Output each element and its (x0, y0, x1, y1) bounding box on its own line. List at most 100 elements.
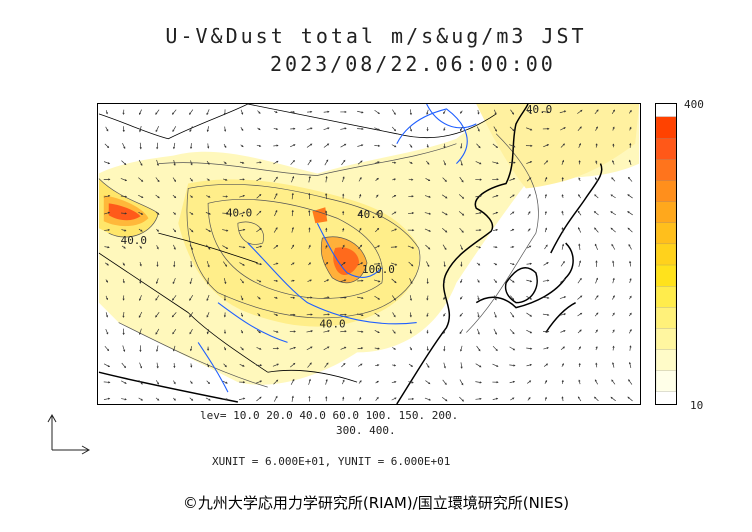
wind-arrow-head (377, 128, 381, 131)
wind-arrow (156, 159, 159, 166)
wind-arrow (475, 195, 482, 198)
wind-arrow-head (207, 162, 210, 165)
wind-arrow-head (595, 329, 598, 332)
wind-arrow (441, 194, 448, 199)
wind-arrow-head (206, 129, 209, 133)
wind-arrow-head (628, 379, 631, 382)
wind-arrow (239, 211, 245, 215)
wind-arrow (442, 177, 447, 182)
wind-arrow (340, 143, 346, 148)
map-title: U-V&Dust total m/s&ug/m3 JST (165, 24, 587, 48)
wind-arrow-head (275, 227, 278, 230)
wind-arrow-head (275, 244, 279, 248)
dust-field (98, 104, 640, 385)
wind-arrow-head (629, 109, 632, 113)
wind-arrow-head (122, 298, 125, 301)
wind-arrow (610, 211, 617, 216)
wind-arrow-head (326, 262, 329, 265)
wind-arrow-head (344, 143, 347, 146)
wind-arrow-head (393, 178, 396, 181)
wind-arrow-head (561, 177, 564, 180)
wind-arrow-head (411, 212, 415, 215)
wind-arrow-head (494, 315, 497, 318)
wind-arrow-head (394, 228, 397, 231)
wind-arrow (207, 126, 209, 132)
wind-arrow-head (361, 144, 364, 147)
wind-arrow-head (545, 363, 549, 366)
wind-arrow (189, 109, 194, 115)
wind-arrow-head (580, 109, 583, 112)
wind-arrow (324, 159, 329, 166)
wind-arrow (373, 279, 380, 283)
wind-arrow-head (596, 295, 599, 298)
wind-arrow-head (292, 279, 295, 282)
wind-arrow-head (529, 245, 532, 248)
wind-arrow-head (242, 178, 245, 181)
wind-arrow-head (443, 111, 446, 115)
wind-arrow-head (561, 396, 564, 399)
wind-arrow-head (361, 279, 364, 282)
wind-arrow-head (394, 281, 397, 284)
wind-arrow-head (595, 362, 598, 365)
wind-arrow-head (190, 163, 193, 166)
wind-arrow-head (628, 361, 631, 365)
wind-arrow (578, 260, 581, 267)
wind-arrow (627, 211, 633, 216)
wind-arrow-head (292, 176, 295, 179)
colorbar-step (656, 327, 676, 350)
wind-arrow-head (612, 277, 615, 281)
wind-arrow-head (479, 381, 482, 384)
wind-arrow (357, 330, 363, 333)
wind-arrow-head (123, 365, 126, 369)
wind-arrow-head (242, 161, 245, 164)
wind-arrow-head (579, 260, 582, 263)
wind-arrow-head (611, 243, 614, 247)
wind-arrow-head (562, 346, 565, 349)
wind-arrow (190, 160, 193, 165)
wind-arrow (559, 313, 566, 316)
contour-levels-line1: lev= 10.0 20.0 40.0 60.0 100. 150. 200. (200, 409, 459, 422)
wind-arrow-head (275, 127, 279, 131)
wind-arrow-head (156, 229, 160, 232)
wind-arrow-head (512, 194, 515, 197)
wind-arrow (526, 329, 532, 334)
wind-arrow-head (360, 244, 363, 247)
wind-arrow-head (562, 260, 565, 264)
wind-arrow (222, 398, 228, 400)
wind-arrow-head (155, 281, 158, 285)
wind-arrow-head (611, 379, 614, 382)
wind-arrow-head (105, 315, 109, 318)
wind-arrow-head (426, 112, 429, 115)
wind-arrow (492, 345, 498, 351)
wind-arrow (391, 278, 397, 283)
wind-arrow-head (123, 349, 126, 352)
wind-arrow (172, 278, 176, 284)
wind-arrow (156, 362, 159, 368)
wind-arrow-head (594, 194, 597, 197)
wind-arrow (120, 380, 127, 384)
wind-arrow-head (258, 144, 262, 147)
wind-arrow (341, 363, 346, 368)
wind-arrow (189, 329, 193, 334)
wind-arrow (526, 177, 532, 182)
wind-arrow-head (443, 331, 446, 335)
wind-arrow-head (207, 381, 210, 385)
wind-arrow-head (259, 177, 262, 180)
wind-arrow-head (394, 145, 397, 148)
wind-arrow-head (259, 396, 262, 399)
wind-arrow-head (107, 365, 111, 367)
wind-arrow (308, 379, 311, 385)
wind-arrow-head (477, 112, 480, 115)
wind-arrow-head (275, 279, 279, 282)
wind-arrow-head (443, 366, 446, 369)
wind-arrow-head (361, 297, 364, 300)
wind-arrow (594, 227, 599, 233)
wind-arrow (103, 161, 110, 164)
wind-arrow-head (595, 143, 598, 146)
wind-arrow (610, 227, 616, 233)
colorbar-step (656, 264, 676, 287)
wind-arrow-head (410, 348, 412, 351)
dust-map: 40.0 40.0 40.0 40.0 40.0 100.0 (97, 103, 641, 405)
wind-arrow-head (611, 177, 614, 180)
wind-arrow-head (308, 262, 311, 265)
